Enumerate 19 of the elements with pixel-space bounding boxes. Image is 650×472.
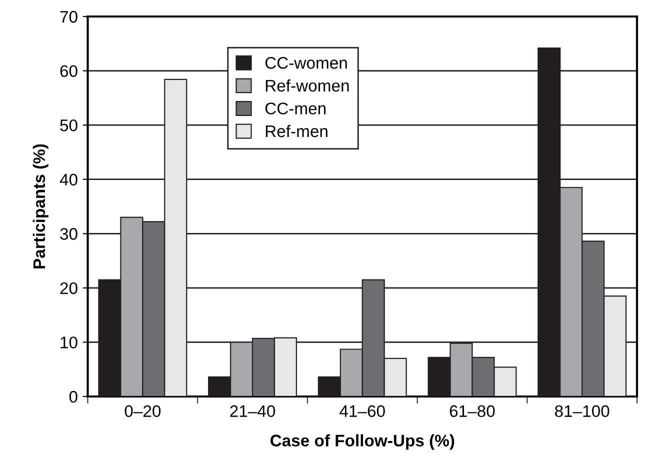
legend-label: CC-women (265, 57, 347, 69)
x-tick-label: 81–100 (554, 405, 610, 418)
legend-label: Ref-women (266, 79, 349, 92)
legend-label: CC-men (265, 102, 326, 114)
y-tick-label: 50 (60, 119, 78, 132)
x-axis-title: Case of Follow-Ups (%) (270, 434, 454, 450)
x-tick-label: 41–60 (340, 405, 385, 418)
x-tick-label: 61–80 (450, 405, 495, 418)
y-tick-label: 20 (60, 282, 78, 294)
legend-label: Ref-men (266, 124, 328, 138)
y-tick-label: 10 (60, 336, 78, 348)
x-tick-label: 21–40 (230, 405, 276, 418)
y-tick-label: 70 (60, 10, 78, 23)
y-axis-title: Participants (%) (32, 144, 48, 268)
y-tick-label: 40 (60, 174, 78, 186)
y-tick-label: 60 (60, 65, 78, 78)
y-tick-label: 30 (60, 228, 78, 240)
y-tick-label: 0 (69, 390, 78, 403)
x-tick-label: 0–20 (124, 405, 161, 418)
